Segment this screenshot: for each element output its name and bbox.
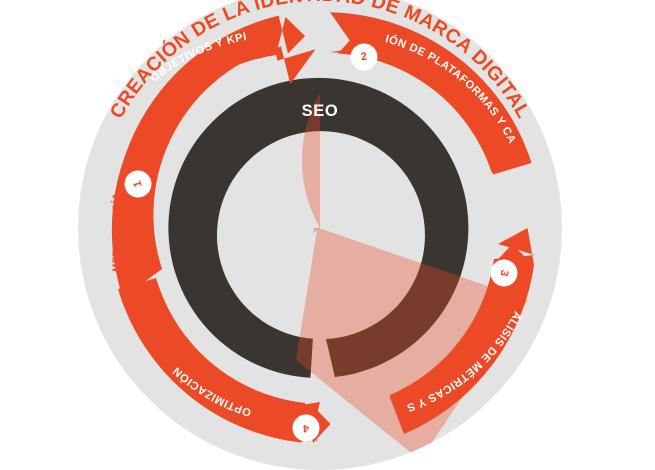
badge-2-number: 2	[360, 51, 368, 64]
highlight-wedge	[296, 18, 528, 460]
badge-3-number: 3	[497, 268, 510, 277]
badge-3[interactable]: 3	[490, 259, 518, 287]
segment-4-shape[interactable]	[118, 278, 320, 443]
badge-4[interactable]: 4	[292, 414, 320, 442]
methodology-small-text: METODOLOGÍA	[111, 192, 122, 271]
methodology-label: METODOLOGÍA MKT	[111, 192, 156, 271]
step-badges: 1 2 3 4	[124, 43, 518, 442]
badge-2[interactable]: 2	[350, 43, 378, 71]
methodology-big-text: MKT	[118, 195, 156, 268]
dark-ring	[168, 77, 469, 378]
step-segment-1[interactable]	[113, 15, 305, 312]
badge-1[interactable]: 1	[124, 170, 152, 198]
segment-1-shape[interactable]	[111, 23, 316, 298]
seo-label: SEO	[302, 102, 339, 120]
badge-1-number: 1	[131, 179, 144, 188]
inner-disc	[216, 124, 424, 332]
segment-2-shape[interactable]	[330, 12, 530, 172]
badge-4-number: 4	[302, 422, 310, 434]
